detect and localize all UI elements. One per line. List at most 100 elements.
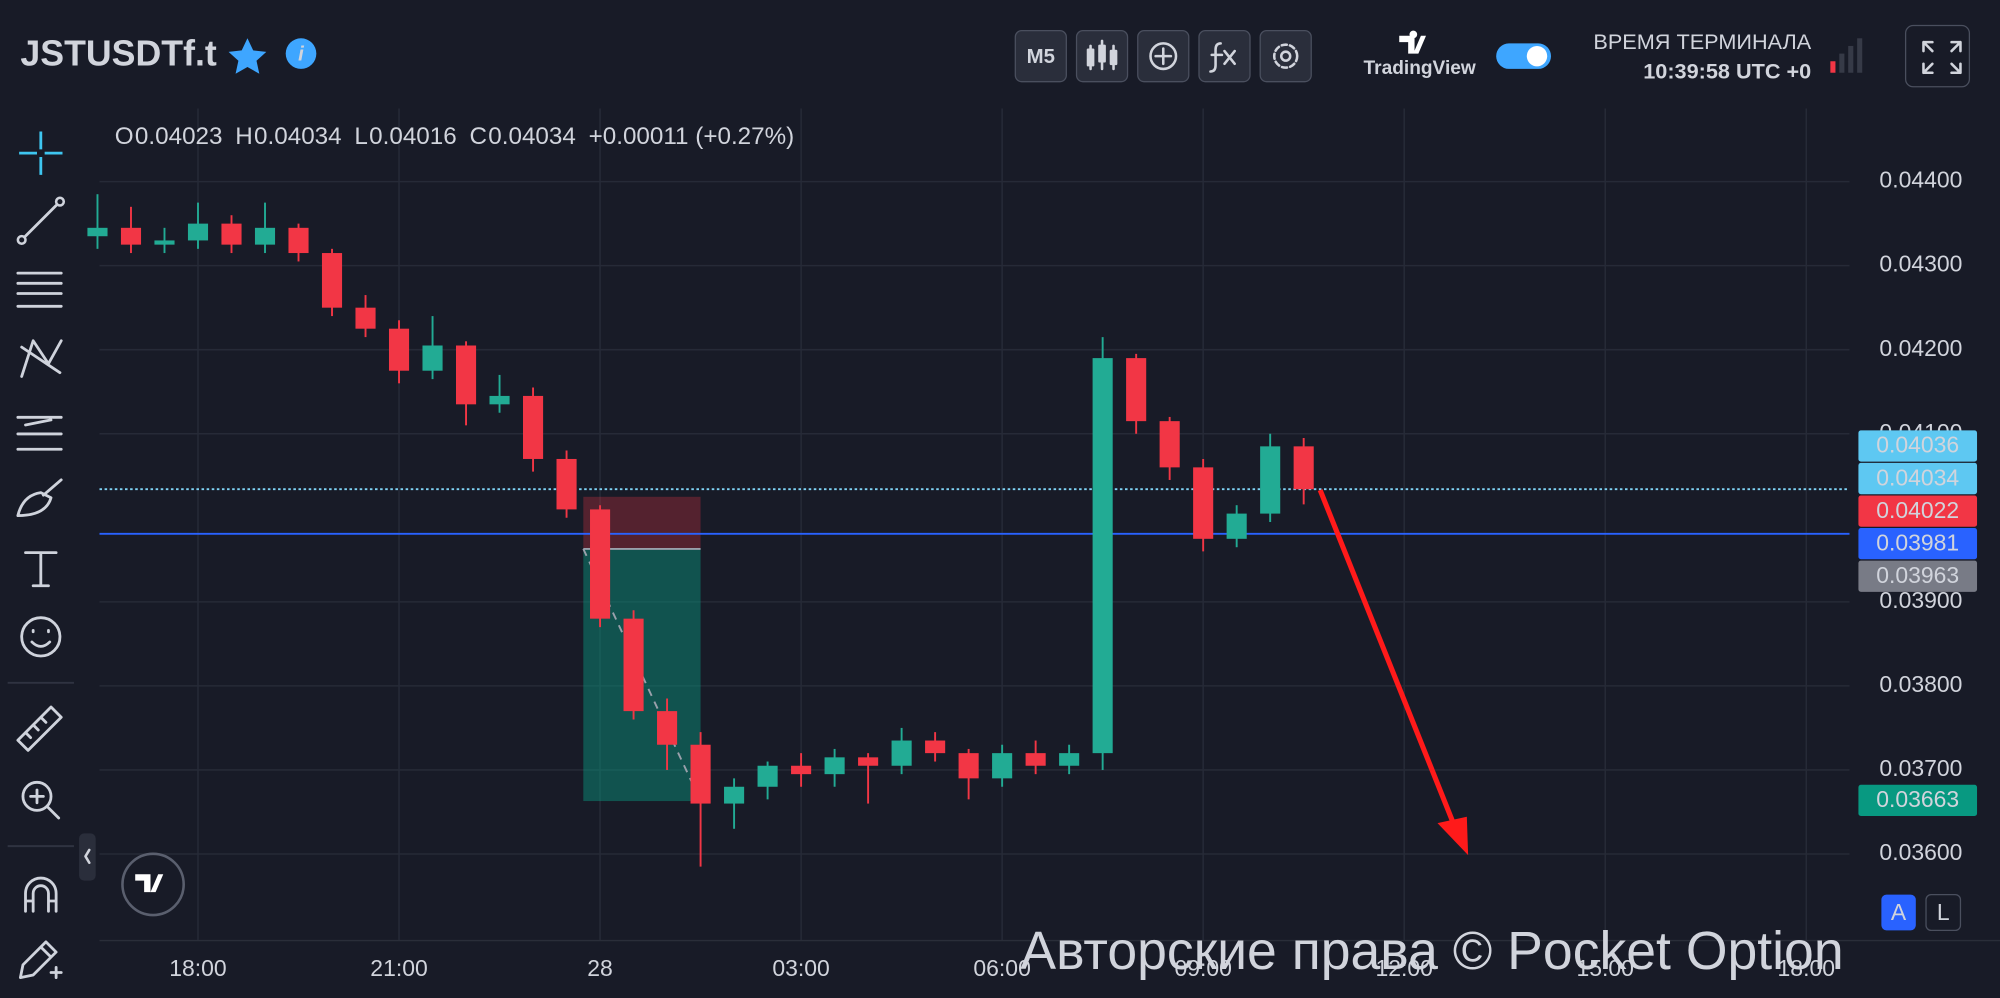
legend-value: 0.04034 [254, 123, 342, 150]
log-scale-button[interactable] [1925, 893, 1962, 931]
y-tick-label: 0.04200 [1879, 335, 1962, 361]
toolbar-buttons: M5 [1014, 29, 1312, 83]
signal-bar [1848, 45, 1854, 73]
candle-body [523, 395, 544, 459]
zoom-icon [29, 788, 61, 820]
candle-body [657, 711, 678, 745]
collapse-icon [84, 848, 91, 864]
candle-body [120, 227, 142, 245]
y-tick-label: 0.03800 [1879, 671, 1962, 697]
legend-key: C [469, 123, 487, 150]
candle-body [1260, 446, 1281, 514]
candle-body [321, 253, 343, 308]
brand: TradingView [1364, 58, 1476, 79]
candle-body [556, 458, 577, 510]
timeframe-button[interactable] [1014, 29, 1067, 83]
fullscreen-icon [1922, 40, 1962, 75]
candle-body [791, 765, 812, 775]
favorite-star[interactable] [228, 38, 267, 74]
signal-bar [1830, 61, 1836, 73]
legend-value: 0.04016 [369, 123, 457, 150]
brush-tool[interactable] [16, 478, 63, 517]
pattern-tool[interactable] [20, 339, 63, 378]
magnet-tool[interactable] [24, 876, 58, 913]
legend-key: L [354, 123, 367, 150]
tv-logo-button[interactable] [121, 852, 185, 917]
trendline-tool[interactable] [20, 200, 62, 242]
signal-bar [1839, 53, 1845, 73]
x-tick-label: 06:00 [973, 955, 1030, 981]
price-badge-label: 0.04034 [1876, 464, 1959, 490]
forecast-tool[interactable] [16, 415, 63, 451]
candle-body [1159, 421, 1180, 468]
annotation-arrow [1317, 489, 1458, 830]
candle-body [288, 227, 309, 254]
candle-body [724, 786, 745, 804]
ohlc-legend: O 0.04023 H 0.04034 L 0.04016 C 0.04034 +0.00011… [115, 123, 794, 150]
candle-body [254, 227, 276, 245]
overlay: 0.04036 0.04034 0.04022 0.03981 0.03963 0.036… [1020, 430, 1978, 981]
legend-change: +0.00011 (+0.27%) [589, 123, 795, 150]
signal-bar [1857, 38, 1863, 73]
legend-key: H [235, 123, 253, 150]
signal-icon [1830, 38, 1863, 73]
settings-icon-hub [1279, 50, 1292, 62]
lock-tool[interactable] [19, 940, 63, 979]
candle-body [489, 395, 510, 405]
auto-scale-label: A [1891, 899, 1907, 925]
candle-body [221, 223, 242, 245]
crosshair-tool[interactable] [19, 131, 63, 175]
candle-body [1059, 753, 1080, 766]
ruler-tool[interactable] [16, 705, 63, 752]
price-badge [1858, 560, 1978, 592]
legend-key: O [115, 123, 134, 150]
candle-body [355, 307, 376, 329]
candle-body [690, 744, 711, 804]
y-tick-label: 0.04300 [1879, 251, 1962, 277]
x-tick-label: 21:00 [370, 955, 427, 981]
candle-body [958, 753, 979, 779]
price-badge-label: 0.04036 [1876, 432, 1959, 458]
candle-body [388, 328, 410, 371]
price-badge-label: 0.04022 [1876, 497, 1959, 523]
x-tick-label: 03:00 [772, 955, 829, 981]
annotation-arrowhead [1437, 816, 1469, 856]
collapse-tab[interactable] [79, 833, 96, 881]
clock-title: ВРЕМЯ ТЕРМИНАЛА [1593, 29, 1811, 54]
candle-body [1193, 467, 1214, 539]
trendline-handle [54, 196, 66, 207]
add-icon-cross [1154, 47, 1173, 66]
candle-body [925, 740, 946, 754]
zoom-tool[interactable] [21, 780, 53, 812]
candle-body [891, 740, 912, 766]
brand-logo [1399, 30, 1427, 54]
indicators-button[interactable] [1198, 29, 1251, 83]
candle-body [824, 757, 845, 775]
settings-button[interactable] [1259, 29, 1312, 83]
timeframe: M5 [1027, 46, 1055, 68]
info-glyph: i [298, 43, 305, 65]
price-badge [1858, 495, 1978, 527]
fullscreen-button[interactable] [1904, 24, 1971, 88]
emoji-face [30, 629, 52, 648]
clock: 10:39:58 UTC +0 [1643, 58, 1811, 83]
price-badge-label: 0.03981 [1876, 529, 1959, 555]
candle-body [87, 227, 108, 237]
text-tool[interactable] [24, 551, 58, 588]
symbol: JSTUSDTf.t [20, 34, 217, 74]
fib-tool[interactable] [16, 271, 63, 308]
price-badge-label: 0.03963 [1876, 562, 1959, 588]
auto-scale-button[interactable] [1881, 894, 1916, 931]
add-icon [1149, 42, 1178, 71]
candle-icon [1086, 39, 1118, 71]
y-tick-label: 0.03600 [1879, 839, 1962, 865]
info-button[interactable] [285, 38, 317, 69]
emoji-tool[interactable] [20, 616, 62, 658]
candle-body [623, 618, 644, 712]
candle-body [1025, 753, 1046, 766]
trendline-handle [16, 234, 27, 246]
x-tick-label: 12:00 [1375, 955, 1432, 981]
candle-body [187, 223, 209, 241]
